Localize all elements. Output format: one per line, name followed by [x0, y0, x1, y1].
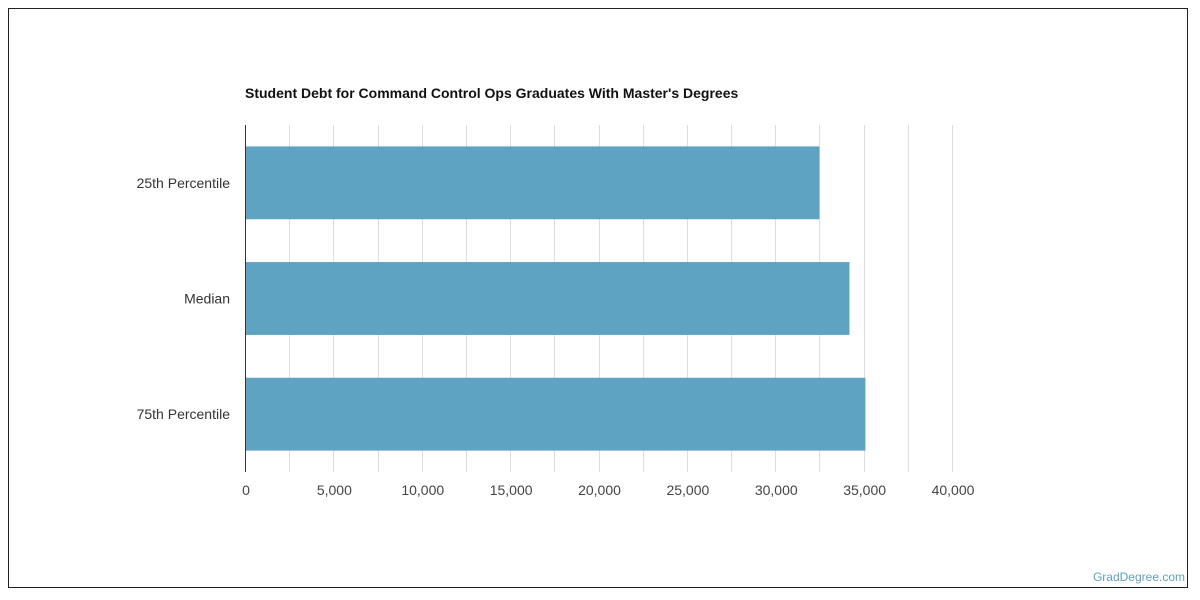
category-label: Median: [184, 291, 230, 307]
x-tick-label: 20,000: [578, 482, 621, 498]
bars: [245, 146, 866, 451]
x-tick-label: 30,000: [755, 482, 798, 498]
labels: 25th Percentile Median 75th Percentile 0 5,0…: [137, 175, 975, 498]
x-tick-label: 0: [242, 482, 250, 498]
bar-median: [245, 262, 850, 335]
bar-75th-percentile: [245, 377, 866, 451]
source-watermark: GradDegree.com: [1092, 570, 1185, 584]
x-tick-label: 40,000: [932, 482, 975, 498]
x-tick-label: 10,000: [401, 482, 444, 498]
x-tick-label: 15,000: [490, 482, 533, 498]
x-tick-label: 25,000: [666, 482, 709, 498]
x-tick-label: 35,000: [843, 482, 886, 498]
category-label: 25th Percentile: [137, 175, 231, 191]
bar-25th-percentile: [245, 146, 820, 220]
chart-title: Student Debt for Command Control Ops Gra…: [245, 85, 739, 101]
category-label: 75th Percentile: [137, 406, 231, 422]
x-tick-label: 5,000: [317, 482, 352, 498]
